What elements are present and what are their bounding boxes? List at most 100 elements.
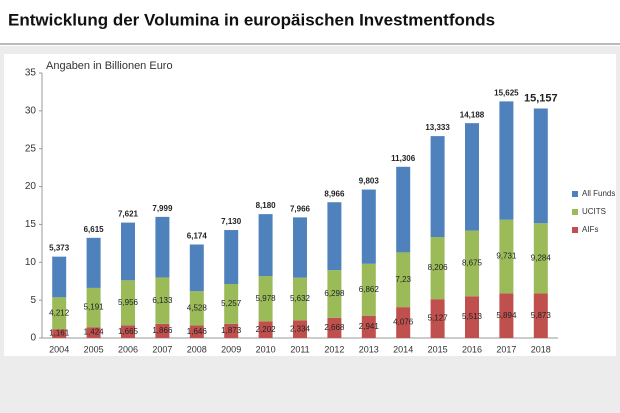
- value-label: 5,632: [290, 294, 311, 303]
- bar-segment: [533, 108, 548, 224]
- x-tick-label: 2005: [84, 344, 104, 354]
- bar-segment: [499, 101, 514, 220]
- bar-segment: [121, 325, 135, 338]
- bar-segment: [430, 237, 445, 300]
- legend-swatch: [572, 191, 578, 197]
- value-label: 9,731: [496, 252, 517, 261]
- bar-segment: [224, 284, 239, 324]
- value-label: 6,862: [359, 285, 380, 294]
- value-label: 4,528: [187, 304, 208, 313]
- bar-segment: [121, 222, 135, 281]
- x-tick-label: 2016: [462, 344, 482, 354]
- total-label: 11,306: [391, 154, 416, 163]
- plot-panel: [4, 54, 616, 356]
- x-tick-label: 2014: [393, 344, 413, 354]
- bar-segment: [361, 315, 376, 338]
- value-label: 1,161: [49, 329, 70, 338]
- x-tick-label: 2017: [496, 344, 516, 354]
- bar-segment: [465, 230, 479, 297]
- value-label: 9,284: [531, 253, 552, 262]
- bar-segment: [258, 276, 273, 322]
- total-label: 7,130: [221, 217, 242, 226]
- bar-segment: [396, 166, 411, 253]
- bar-segment: [293, 277, 307, 321]
- bar-segment: [189, 244, 204, 292]
- bar-segment: [258, 214, 273, 277]
- total-label: 9,803: [359, 177, 380, 186]
- x-tick-label: 2018: [531, 344, 551, 354]
- bar-segment: [52, 256, 67, 298]
- value-label: 5,873: [531, 311, 552, 320]
- bar-segment: [224, 323, 239, 338]
- bar-segment: [499, 293, 514, 338]
- x-tick-label: 2010: [256, 344, 276, 354]
- bar-segment: [52, 297, 67, 330]
- bar-segment: [361, 189, 376, 264]
- value-label: 2,334: [290, 324, 311, 333]
- value-label: 6,298: [324, 289, 345, 298]
- y-tick-label: 15: [25, 219, 37, 230]
- bar-segment: [52, 329, 67, 338]
- y-tick-label: 35: [25, 68, 37, 79]
- value-label: 8,206: [428, 263, 449, 272]
- value-label: 5,894: [496, 311, 517, 320]
- bar-segment: [155, 216, 170, 278]
- chart-title: Entwicklung der Volumina in europäischen…: [8, 10, 495, 29]
- bar-segment: [293, 217, 307, 278]
- value-label: 4,076: [393, 318, 414, 327]
- y-tick-label: 30: [25, 105, 37, 116]
- x-tick-label: 2013: [359, 344, 379, 354]
- x-tick-label: 2015: [428, 344, 448, 354]
- value-label: 1,424: [84, 328, 105, 337]
- total-label: 8,966: [324, 189, 345, 198]
- value-label: 5,191: [84, 303, 105, 312]
- bar-segment: [361, 263, 376, 316]
- value-label: 1,866: [152, 326, 173, 335]
- bar-segment: [224, 230, 239, 285]
- bar-segment: [533, 223, 548, 294]
- y-tick-label: 10: [25, 257, 37, 268]
- bar-segment: [499, 219, 514, 294]
- y-tick-label: 0: [30, 333, 36, 344]
- x-tick-label: 2011: [290, 344, 309, 354]
- bar-segment: [293, 320, 307, 338]
- value-label: 1,665: [118, 327, 139, 336]
- x-tick-label: 2004: [49, 344, 69, 354]
- bar-segment: [86, 327, 101, 338]
- bar-segment: [121, 280, 135, 326]
- bar-segment: [86, 287, 101, 328]
- x-tick-label: 2009: [221, 344, 241, 354]
- value-label: 5,513: [462, 312, 483, 321]
- total-label: 13,333: [425, 123, 450, 132]
- bar-segment: [465, 296, 479, 338]
- bar-segment: [465, 123, 479, 231]
- y-tick-label: 5: [30, 295, 36, 306]
- bar-segment: [189, 291, 204, 326]
- bar-segment: [155, 277, 170, 324]
- bar-segment: [396, 307, 411, 338]
- value-label: 6,133: [152, 296, 173, 305]
- bar-segment: [327, 202, 342, 271]
- legend-swatch: [572, 209, 578, 215]
- bar-segment: [155, 323, 170, 338]
- value-label: 4,212: [49, 308, 70, 317]
- total-label: 8,180: [256, 201, 277, 210]
- total-label: 6,174: [187, 232, 208, 241]
- bar-segment: [258, 321, 273, 338]
- bar-segment: [86, 237, 101, 288]
- bar-segment: [327, 317, 342, 338]
- legend-label: All Funds: [582, 189, 615, 198]
- value-label: 5,257: [221, 299, 242, 308]
- bar-segment: [430, 136, 445, 238]
- total-label: 7,621: [118, 210, 139, 219]
- value-label: 2,941: [359, 322, 380, 331]
- x-tick-label: 2006: [118, 344, 138, 354]
- x-tick-label: 2007: [152, 344, 172, 354]
- value-label: 1,873: [221, 326, 242, 335]
- total-label: 6,615: [84, 225, 105, 234]
- axis-label: Angaben in Billionen Euro: [46, 60, 173, 72]
- bar-segment: [430, 299, 445, 338]
- total-label: 14,188: [460, 110, 485, 119]
- bar-segment: [396, 252, 411, 308]
